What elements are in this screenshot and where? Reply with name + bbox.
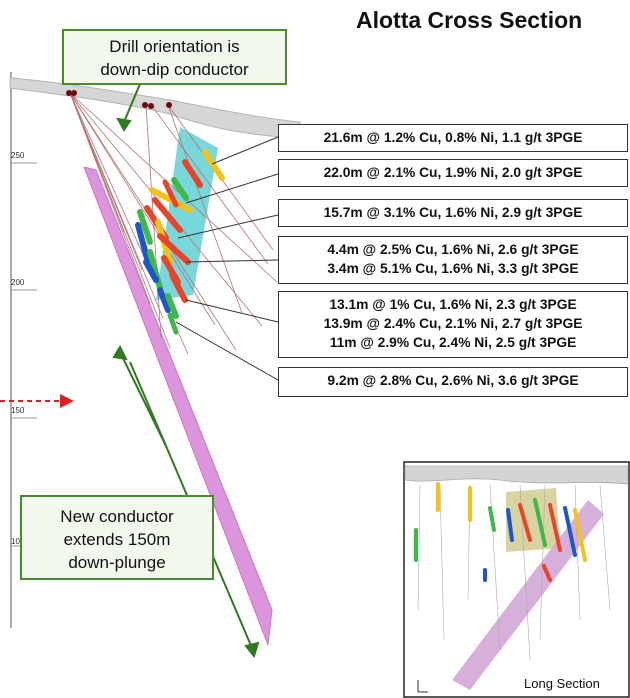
drill-orientation-line-2: down-dip conductor xyxy=(100,60,249,79)
result-text: 9.2m @ 2.8% Cu, 2.6% Ni, 3.6 g/t 3PGE xyxy=(327,373,579,388)
elevation-label-100: 10 xyxy=(11,537,20,546)
elevation-label-150: 150 xyxy=(11,406,25,415)
new-conductor-line-1: New conductor xyxy=(60,507,174,526)
result-box-2: 22.0m @ 2.1% Cu, 1.9% Ni, 2.0 g/t 3PGE xyxy=(278,159,628,187)
section-title: Alotta Cross Section xyxy=(356,7,583,33)
result-text: 15.7m @ 3.1% Cu, 1.6% Ni, 2.9 g/t 3PGE xyxy=(323,205,583,220)
result-text: 11m @ 2.9% Cu, 2.4% Ni, 2.5 g/t 3PGE xyxy=(329,335,577,350)
result-box-6: 9.2m @ 2.8% Cu, 2.6% Ni, 3.6 g/t 3PGE xyxy=(278,367,628,397)
result-text: 13.1m @ 1% Cu, 1.6% Ni, 2.3 g/t 3PGE xyxy=(329,297,577,312)
result-leader-lines xyxy=(175,136,279,381)
new-conductor-callout: New conductor extends 150m down-plunge xyxy=(20,495,214,580)
result-box-5: 13.1m @ 1% Cu, 1.6% Ni, 2.3 g/t 3PGE 13.… xyxy=(278,291,628,358)
elevation-label-250: 250 xyxy=(11,151,25,160)
result-text: 21.6m @ 1.2% Cu, 0.8% Ni, 1.1 g/t 3PGE xyxy=(323,130,583,145)
result-text: 4.4m @ 2.5% Cu, 1.6% Ni, 2.6 g/t 3PGE xyxy=(327,242,579,257)
new-conductor-line-3: down-plunge xyxy=(68,553,166,572)
red-dashed-arrow xyxy=(0,394,74,408)
assay-intervals xyxy=(135,149,225,335)
drill-orientation-callout: Drill orientation is down-dip conductor xyxy=(62,29,287,85)
result-box-3: 15.7m @ 3.1% Cu, 1.6% Ni, 2.9 g/t 3PGE xyxy=(278,199,628,227)
result-text: 3.4m @ 5.1% Cu, 1.6% Ni, 3.3 g/t 3PGE xyxy=(327,261,579,276)
long-section-label: Long Section xyxy=(524,676,600,691)
topographic-surface xyxy=(9,77,301,139)
elevation-label-200: 200 xyxy=(11,278,25,287)
new-conductor-line-2: extends 150m xyxy=(63,530,171,549)
result-box-1: 21.6m @ 1.2% Cu, 0.8% Ni, 1.1 g/t 3PGE xyxy=(278,124,628,152)
result-text: 22.0m @ 2.1% Cu, 1.9% Ni, 2.0 g/t 3PGE xyxy=(323,165,583,180)
result-text: 13.9m @ 2.4% Cu, 2.1% Ni, 2.7 g/t 3PGE xyxy=(323,316,583,331)
new-conductor-plate xyxy=(83,166,273,646)
drill-orientation-line-1: Drill orientation is xyxy=(109,37,240,56)
result-box-4: 4.4m @ 2.5% Cu, 1.6% Ni, 2.6 g/t 3PGE 3.… xyxy=(278,236,628,284)
drill-collars xyxy=(66,90,172,109)
long-section-inset xyxy=(403,461,630,698)
